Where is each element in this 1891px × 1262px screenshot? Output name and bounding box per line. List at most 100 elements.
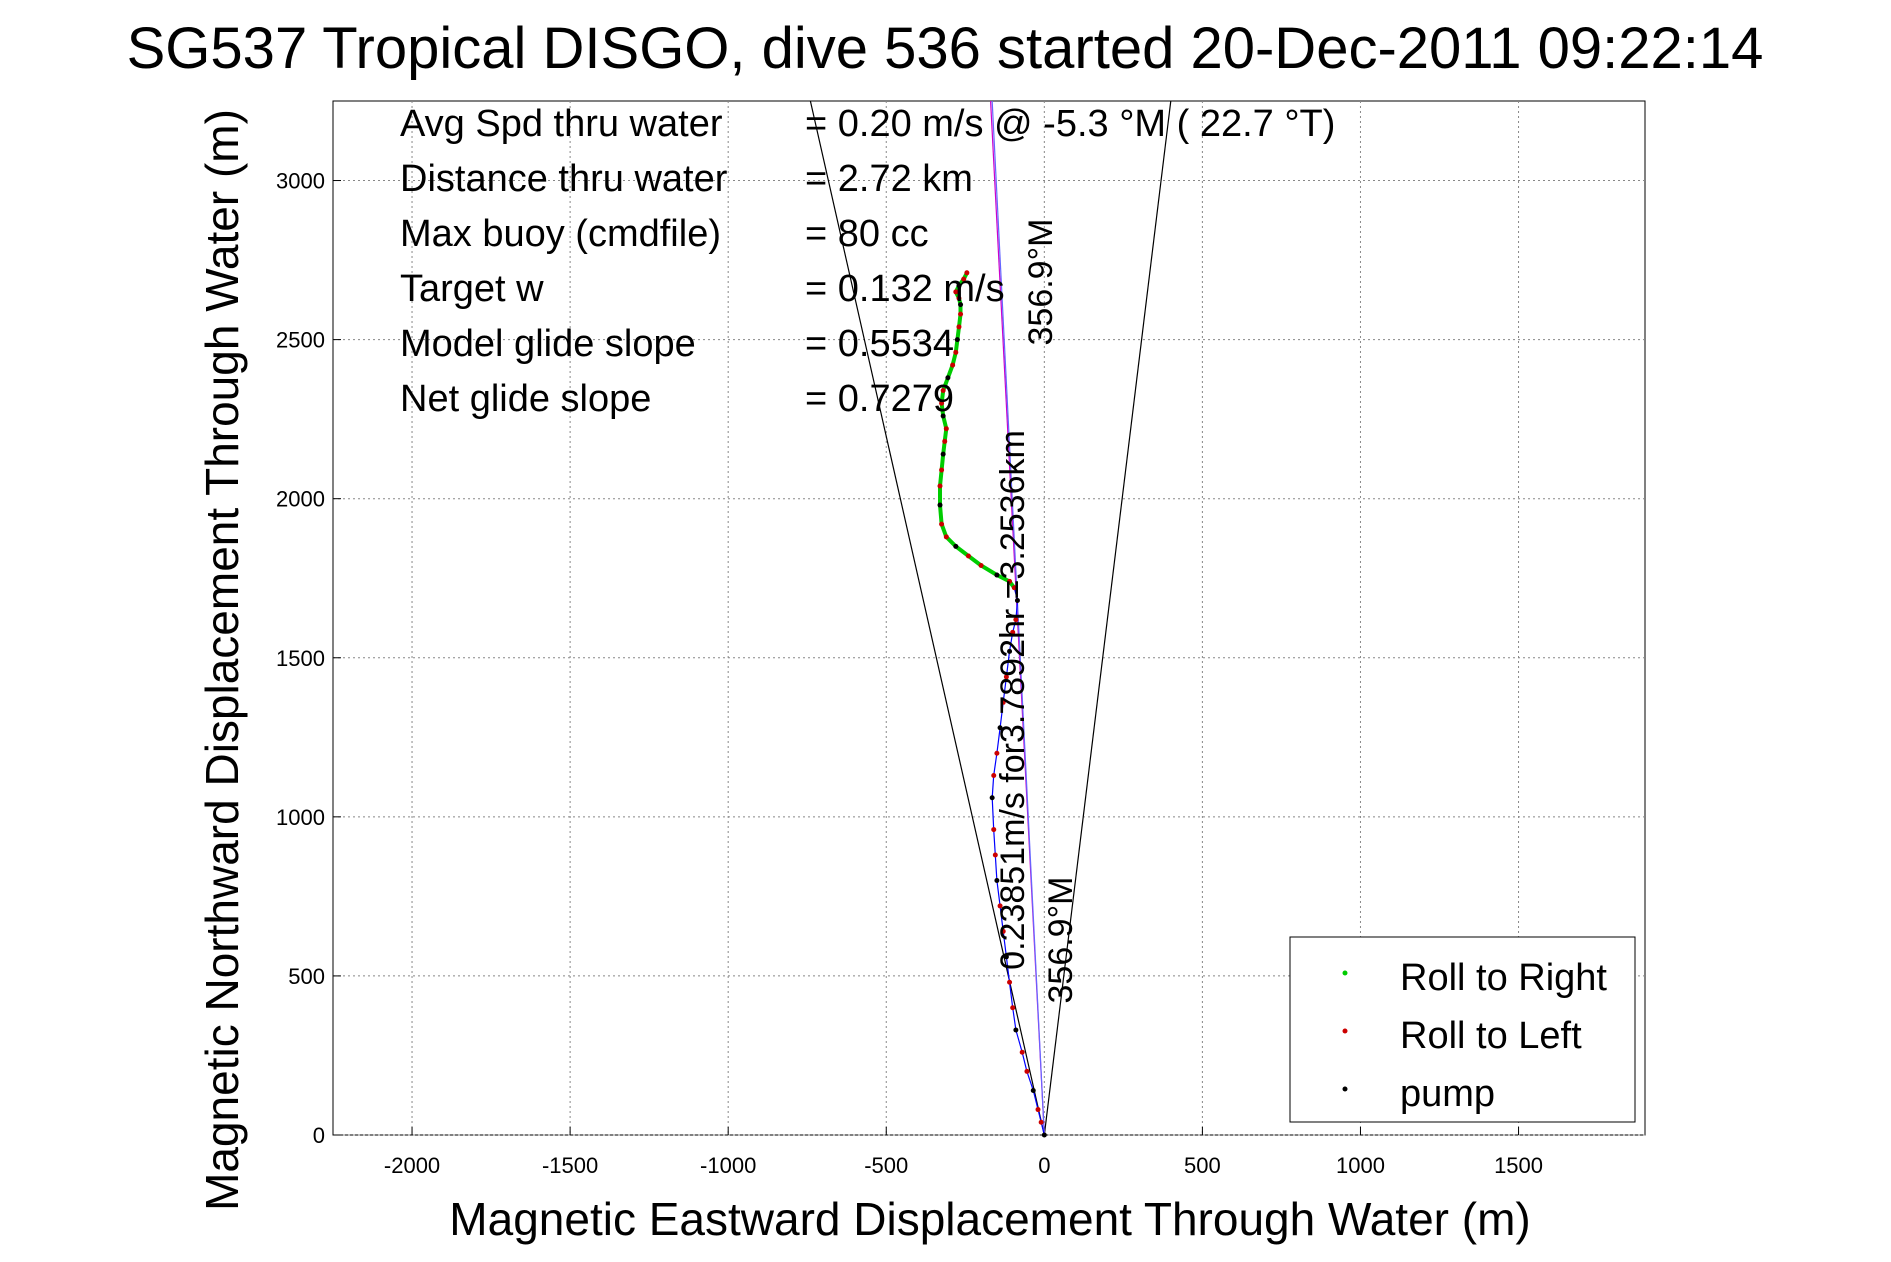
track-point [1030,1087,1036,1093]
track-point [1010,1005,1016,1011]
track-point [1011,585,1017,591]
track-point [956,283,962,289]
y-tick-label: 2500 [276,328,325,353]
track-point [939,467,945,473]
guide-line [809,100,1045,1136]
track-point [958,302,964,308]
track-point [942,438,948,444]
info-value: = 80 cc [805,213,929,255]
track-point [939,521,945,527]
track-point [994,750,1000,756]
annotation-upper-heading: 356.9°M [1022,218,1060,345]
y-tick-label: 500 [288,964,325,989]
track-point [1013,1027,1019,1033]
info-value: = 0.7279 [805,378,954,420]
track-point [958,311,964,317]
track-point [950,362,956,368]
info-label: Model glide slope [400,323,696,365]
y-tick-label: 1000 [276,805,325,830]
annotation-speed-distance: 0.23851m/s for3.7892hr =3.2536km [994,430,1032,970]
info-value: = 0.20 m/s @ -5.3 °M ( 22.7 °T) [805,103,1335,145]
info-label: Max buoy (cmdfile) [400,213,721,255]
track-point [1010,629,1016,635]
y-tick-label: 3000 [276,169,325,194]
track-point [989,795,995,801]
track-point [953,349,959,355]
track-point [994,877,1000,883]
track-point [1019,1049,1025,1055]
track-point [943,426,949,432]
guide-line [1043,100,1172,1136]
track-point [940,413,946,419]
track-point [1035,1107,1041,1113]
info-value: = 2.72 km [805,158,973,200]
x-axis-label: Magnetic Eastward Displacement Through W… [449,1193,1530,1245]
x-tick-label: -500 [864,1153,908,1178]
track-point [1024,1068,1030,1074]
y-tick-label: 2000 [276,487,325,512]
track-point [954,337,960,343]
track-point [997,903,1003,909]
info-label: Target w [400,268,544,310]
track-point [953,543,959,549]
track-point [1003,954,1009,960]
track-point [956,295,962,301]
x-tick-label: -2000 [384,1153,440,1178]
track-point [994,572,1000,578]
grid [333,101,1645,1136]
x-axis-ticks: -2000 -1500 -1000 -500 0 500 1000 1500 [384,1127,1543,1178]
track-point [961,276,967,282]
track-point [953,289,959,295]
track-point [1041,1132,1047,1138]
annotation-lower-heading: 356.9°M [1042,876,1080,1003]
track-point [1003,674,1009,680]
info-value: = 0.5534 [805,323,954,365]
legend: Roll to Right Roll to Left pump [1289,936,1636,1123]
track-point [1007,979,1013,985]
legend-label-roll-left: Roll to Left [1400,1015,1582,1057]
y-axis-label: Magnetic Northward Displacement Through … [196,109,248,1211]
chart-title: SG537 Tropical DISGO, dive 536 started 2… [127,16,1764,81]
track-point [991,772,997,778]
track-point [937,483,943,489]
track-point [945,375,951,381]
track-point [939,400,945,406]
track-point [997,725,1003,731]
track-point [964,270,970,276]
y-tick-label: 0 [313,1123,325,1148]
track-point [991,827,997,833]
track-point [1000,699,1006,705]
track-point [940,388,946,394]
track-point [965,553,971,559]
x-tick-label: 0 [1038,1153,1050,1178]
info-label: Net glide slope [400,378,651,420]
guide-line [991,100,1045,1136]
track-point [1007,648,1013,654]
track-point [956,324,962,330]
legend-box [1289,936,1636,1123]
y-axis-ticks: 0 500 1000 1500 2000 2500 3000 [276,169,341,1148]
x-tick-label: 1000 [1336,1153,1385,1178]
track-point [1038,1119,1044,1125]
legend-marker-roll-right [1342,970,1348,976]
x-tick-label: -1500 [542,1153,598,1178]
track-point [1014,598,1020,604]
track-point [1000,928,1006,934]
track-point [978,563,984,569]
legend-label-pump: pump [1400,1073,1495,1115]
track-point [943,534,949,540]
track-point [992,852,998,858]
x-tick-label: 500 [1184,1153,1221,1178]
info-label: Avg Spd thru water [400,103,723,145]
legend-marker-roll-left [1342,1028,1348,1034]
dive-track [937,270,1047,1138]
legend-marker-pump [1342,1086,1348,1092]
legend-label-roll-right: Roll to Right [1400,957,1607,999]
info-label: Distance thru water [400,158,728,200]
dive-info-block: Avg Spd thru water = 0.20 m/s @ -5.3 °M (… [400,103,1335,420]
track-point [940,451,946,457]
y-tick-label: 1500 [276,646,325,671]
x-tick-label: 1500 [1494,1153,1543,1178]
track-point [1007,578,1013,584]
